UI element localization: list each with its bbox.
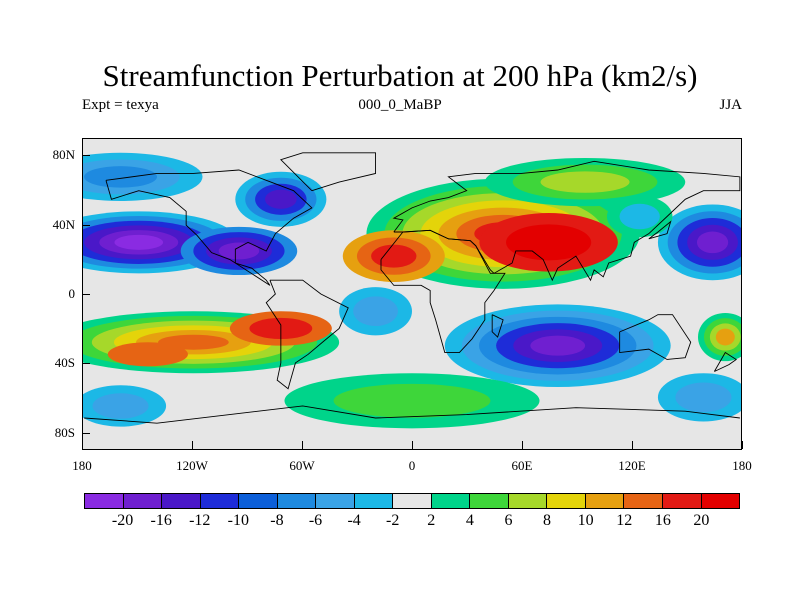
coastline-0 (105, 169, 313, 286)
contour-level-18-1 (619, 203, 660, 230)
colorbar-swatch (162, 494, 201, 508)
contour-level-11-0 (107, 342, 188, 367)
x-tick-label: 60E (511, 458, 533, 473)
coastline-3 (380, 229, 506, 353)
colorbar-label: 10 (577, 512, 594, 529)
colorbar-label: 20 (693, 512, 710, 529)
contour-level-6-1 (506, 224, 592, 261)
y-tick (82, 155, 90, 157)
x-tick-label: 180 (732, 458, 752, 473)
colorbar-label: 12 (616, 512, 633, 529)
plot-title: Streamfunction Perturbation at 200 hPa (… (102, 58, 698, 93)
colorbar-label: -4 (347, 512, 361, 529)
colorbar-label: -8 (270, 512, 284, 529)
colorbar-label: 6 (504, 512, 513, 529)
colorbar-swatch (393, 494, 432, 508)
contour-level-3-2 (84, 166, 157, 188)
contour-level-7-2 (371, 244, 417, 268)
contour-level-14-1 (92, 393, 149, 419)
y-tick-label: 80N (52, 147, 75, 163)
colorbar-swatch (701, 494, 740, 508)
x-tick-label: 120W (176, 458, 208, 473)
x-tick-label: 120E (618, 458, 646, 473)
coastline-4 (619, 314, 692, 360)
time-label: 000_0_MaBP (358, 97, 442, 113)
colorbar-label: 8 (543, 512, 552, 529)
coastline-5 (84, 405, 740, 424)
coastline-2 (392, 160, 741, 282)
contour-map (83, 152, 741, 429)
y-tick (82, 294, 90, 295)
x-tick (522, 441, 523, 449)
contour-level-4-4 (696, 231, 729, 254)
coastline-1 (265, 279, 349, 390)
x-tick (302, 441, 303, 449)
colorbar-swatch (585, 494, 625, 508)
x-tick-label: 60W (289, 458, 315, 473)
x-tick (632, 441, 633, 449)
colorbar-swatch (316, 494, 355, 508)
coastline-8 (280, 152, 376, 192)
contour-level-1-3 (218, 242, 260, 260)
colorbar-label: 2 (427, 512, 436, 529)
colorbar-label: -6 (308, 512, 323, 529)
experiment-label: Expt = texya (82, 97, 159, 113)
contour-level-0-5 (114, 234, 164, 250)
coastline-9 (648, 220, 672, 240)
colorbar-swatch (470, 494, 509, 508)
x-tick-label: 0 (408, 458, 416, 473)
x-tick-label: 180 (72, 458, 92, 473)
coastline-7 (713, 351, 738, 372)
colorbar (84, 493, 740, 509)
contour-level-12-5 (530, 335, 586, 356)
x-tick (742, 441, 743, 449)
colorbar-label: 16 (654, 512, 671, 529)
colorbar-label: 4 (465, 512, 474, 529)
contour-level-16-3 (715, 328, 735, 346)
contour-level-13-1 (333, 383, 491, 418)
colorbar-swatch (624, 494, 663, 508)
colorbar-swatch (662, 494, 702, 508)
colorbar-label: -20 (111, 512, 134, 529)
y-tick (82, 224, 90, 226)
colorbar-label: -2 (386, 512, 400, 529)
season-label: JJA (719, 97, 742, 113)
colorbar-swatch (508, 494, 548, 508)
colorbar-label: -12 (189, 512, 211, 529)
y-tick-label: 40S (54, 355, 75, 371)
coastline-6 (491, 314, 504, 338)
colorbar-swatch (200, 494, 240, 508)
colorbar-swatch (547, 494, 586, 508)
contour-level-15-1 (675, 382, 732, 413)
contour-level-2-3 (265, 189, 297, 209)
map-panel (82, 138, 742, 450)
colorbar-label: -16 (150, 512, 172, 529)
colorbar-swatch (239, 494, 278, 508)
colorbar-swatch (123, 494, 163, 508)
y-tick-label: 40N (52, 216, 75, 232)
x-tick (192, 441, 193, 449)
contour-level-17-1 (353, 296, 398, 327)
colorbar-swatch (431, 494, 471, 508)
colorbar-swatch (85, 494, 124, 508)
y-tick-label: 80S (54, 424, 75, 440)
contour-level-8-2 (540, 171, 630, 193)
colorbar-label: -10 (227, 512, 250, 529)
y-tick (82, 432, 90, 434)
colorbar-swatch (277, 494, 317, 508)
colorbar-swatch (354, 494, 394, 508)
x-tick (82, 441, 83, 449)
x-tick (412, 441, 413, 449)
y-tick-label: 0 (68, 286, 76, 301)
y-tick (82, 363, 90, 365)
